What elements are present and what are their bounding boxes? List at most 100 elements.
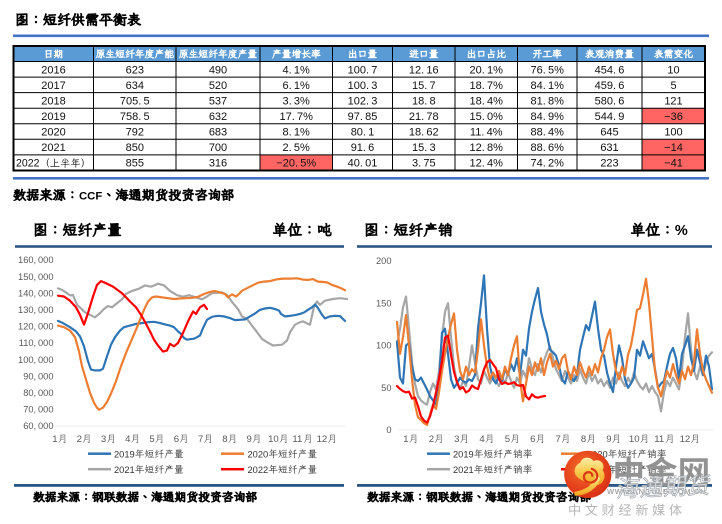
svg-text:7: 7 [556,434,561,445]
svg-text:10: 10 [268,434,279,445]
svg-text:90, 000: 90, 000 [23,371,53,381]
svg-text:580. 6: 580. 6 [595,95,625,107]
svg-text:84. 1%: 84. 1% [530,80,564,92]
svg-text:3: 3 [101,434,106,445]
svg-text:160, 000: 160, 000 [18,255,53,265]
svg-text:130, 000: 130, 000 [18,305,53,315]
svg-text:6: 6 [530,434,535,445]
svg-text:150, 000: 150, 000 [18,272,53,282]
svg-text:18. 8: 18. 8 [412,95,436,107]
svg-text:74. 2%: 74. 2% [530,158,564,170]
svg-text:76. 5%: 76. 5% [530,64,564,76]
svg-text:8: 8 [581,434,586,445]
svg-text:12: 12 [680,434,691,445]
svg-text:490: 490 [209,64,227,76]
svg-text:2019: 2019 [41,111,65,123]
svg-text:18. 4%: 18. 4% [469,95,503,107]
svg-text:223: 223 [600,158,618,170]
svg-text:18. 62: 18. 62 [409,127,439,139]
svg-text:4: 4 [479,434,485,445]
svg-text:459. 6: 459. 6 [595,80,625,92]
svg-text:100: 100 [664,127,682,139]
svg-text:623: 623 [126,64,144,76]
svg-text:2019: 2019 [114,449,135,459]
svg-text:2022: 2022 [16,158,40,170]
svg-text:11: 11 [292,434,302,445]
svg-text:15. 3: 15. 3 [412,142,436,154]
svg-text:4. 1%: 4. 1% [283,64,310,76]
svg-text:705. 5: 705. 5 [120,95,150,107]
svg-text:454. 6: 454. 6 [595,64,625,76]
svg-text:7: 7 [198,434,203,445]
svg-text:121: 121 [664,95,682,107]
svg-text:1: 1 [52,434,57,445]
svg-text:6. 1%: 6. 1% [283,80,310,92]
svg-text:−14: −14 [664,142,683,154]
svg-text:80. 1: 80. 1 [351,127,375,139]
svg-text:2021: 2021 [114,465,135,475]
svg-text:850: 850 [126,142,144,154]
svg-text:634: 634 [126,80,144,92]
svg-text:2: 2 [429,434,434,445]
svg-text:21. 78: 21. 78 [409,111,439,123]
svg-text:0: 0 [386,425,391,435]
svg-text:100. 7: 100. 7 [348,64,378,76]
svg-text:102. 3: 102. 3 [348,95,378,107]
svg-text:97. 85: 97. 85 [348,111,378,123]
svg-text:18. 7%: 18. 7% [469,80,503,92]
svg-text:2019: 2019 [453,449,474,459]
svg-text:70, 000: 70, 000 [23,405,53,415]
svg-text:2020: 2020 [248,449,269,459]
svg-text:3: 3 [454,434,459,445]
svg-text:2. 5%: 2. 5% [283,142,310,154]
svg-text:15. 0%: 15. 0% [469,111,503,123]
svg-text:200: 200 [376,256,392,266]
svg-text:645: 645 [600,127,618,139]
svg-text:−20. 5%: −20. 5% [276,158,316,170]
svg-text:100, 000: 100, 000 [18,355,53,365]
svg-text:84. 9%: 84. 9% [530,111,564,123]
svg-text:3. 3%: 3. 3% [283,95,310,107]
svg-text:5: 5 [149,434,154,445]
svg-text:700: 700 [209,142,227,154]
svg-text:855: 855 [126,158,144,170]
svg-text:81. 8%: 81. 8% [530,95,564,107]
svg-text:758. 5: 758. 5 [120,111,150,123]
svg-text:17. 7%: 17. 7% [279,111,313,123]
svg-text:4: 4 [125,434,131,445]
svg-text:544. 9: 544. 9 [595,111,625,123]
svg-text:12. 4%: 12. 4% [469,158,503,170]
svg-text:CCF: CCF [79,191,102,203]
svg-text:88. 6%: 88. 6% [530,142,564,154]
svg-text:11. 4%: 11. 4% [470,127,503,139]
svg-text:−36: −36 [664,111,683,123]
svg-text:120, 000: 120, 000 [18,322,53,332]
svg-text:632: 632 [209,111,227,123]
svg-text:150: 150 [376,298,392,308]
svg-text:12. 16: 12. 16 [409,64,439,76]
svg-text:10: 10 [629,434,640,445]
svg-text:12: 12 [317,434,328,445]
svg-text:80, 000: 80, 000 [23,388,53,398]
svg-text:10: 10 [667,64,679,76]
svg-text:140, 000: 140, 000 [18,288,53,298]
svg-text:3. 75: 3. 75 [412,158,436,170]
svg-text:−41: −41 [664,158,683,170]
svg-text:88. 4%: 88. 4% [530,127,564,139]
svg-text:12. 8%: 12. 8% [469,142,503,154]
svg-text:WWW.CNGOLD.COM.CN: WWW.CNGOLD.COM.CN [607,487,706,496]
svg-text:537: 537 [209,95,227,107]
svg-text:631: 631 [600,142,618,154]
svg-text:2021: 2021 [453,465,474,475]
svg-text:15. 7: 15. 7 [412,80,436,92]
svg-text:1: 1 [403,434,408,445]
svg-text:5: 5 [505,434,510,445]
svg-text:8: 8 [222,434,227,445]
svg-text:316: 316 [209,158,227,170]
svg-text:100. 3: 100. 3 [348,80,378,92]
svg-text:683: 683 [209,127,227,139]
svg-text:2016: 2016 [41,64,65,76]
svg-text:11: 11 [654,434,664,445]
svg-text:%: % [675,223,688,239]
svg-text:6: 6 [174,434,179,445]
